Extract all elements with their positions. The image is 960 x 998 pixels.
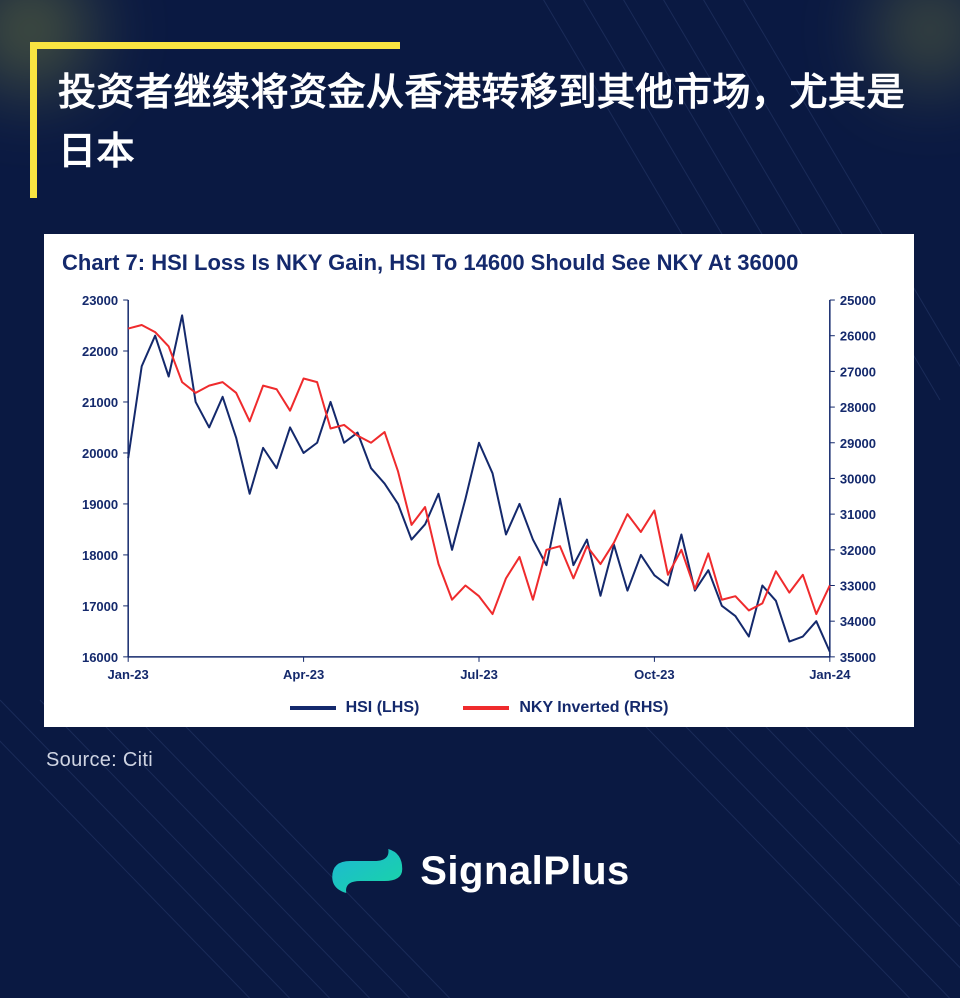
legend-swatch-nky bbox=[463, 706, 509, 710]
chart-legend: HSI (LHS) NKY Inverted (RHS) bbox=[58, 691, 900, 717]
svg-text:29000: 29000 bbox=[840, 436, 876, 451]
line-chart: 16000 17000 18000 19000 20000 21000 22000 23000… bbox=[58, 290, 900, 691]
svg-text:Jan-23: Jan-23 bbox=[108, 667, 149, 682]
legend-item-nky: NKY Inverted (RHS) bbox=[463, 699, 668, 717]
svg-text:30000: 30000 bbox=[840, 471, 876, 486]
legend-swatch-hsi bbox=[290, 706, 336, 710]
chart-card: Chart 7: HSI Loss Is NKY Gain, HSI To 14… bbox=[44, 234, 914, 727]
svg-text:Apr-23: Apr-23 bbox=[283, 667, 324, 682]
svg-text:34000: 34000 bbox=[840, 614, 876, 629]
svg-text:25000: 25000 bbox=[840, 293, 876, 308]
svg-text:23000: 23000 bbox=[82, 293, 118, 308]
brand-logo-icon bbox=[330, 847, 404, 895]
legend-label-nky: NKY Inverted (RHS) bbox=[519, 699, 668, 717]
svg-text:21000: 21000 bbox=[82, 395, 118, 410]
svg-text:17000: 17000 bbox=[82, 599, 118, 614]
brand-block: SignalPlus bbox=[330, 847, 630, 895]
svg-text:32000: 32000 bbox=[840, 543, 876, 558]
svg-text:18000: 18000 bbox=[82, 548, 118, 563]
svg-text:20000: 20000 bbox=[82, 446, 118, 461]
svg-text:31000: 31000 bbox=[840, 507, 876, 522]
svg-text:22000: 22000 bbox=[82, 344, 118, 359]
svg-text:27000: 27000 bbox=[840, 364, 876, 379]
legend-item-hsi: HSI (LHS) bbox=[290, 699, 420, 717]
svg-text:Jan-24: Jan-24 bbox=[809, 667, 851, 682]
svg-text:19000: 19000 bbox=[82, 497, 118, 512]
svg-text:26000: 26000 bbox=[840, 329, 876, 344]
svg-text:Oct-23: Oct-23 bbox=[634, 667, 675, 682]
svg-text:35000: 35000 bbox=[840, 650, 876, 665]
headline-text: 投资者继续将资金从香港转移到其他市场，尤其是日本 bbox=[40, 54, 920, 190]
brand-name: SignalPlus bbox=[420, 849, 630, 894]
svg-text:Jul-23: Jul-23 bbox=[460, 667, 498, 682]
svg-text:16000: 16000 bbox=[82, 650, 118, 665]
svg-text:28000: 28000 bbox=[840, 400, 876, 415]
svg-text:33000: 33000 bbox=[840, 579, 876, 594]
chart-title: Chart 7: HSI Loss Is NKY Gain, HSI To 14… bbox=[58, 248, 900, 290]
legend-label-hsi: HSI (LHS) bbox=[346, 699, 420, 717]
headline-block: 投资者继续将资金从香港转移到其他市场，尤其是日本 bbox=[40, 54, 920, 190]
source-label: Source: Citi bbox=[46, 749, 153, 772]
